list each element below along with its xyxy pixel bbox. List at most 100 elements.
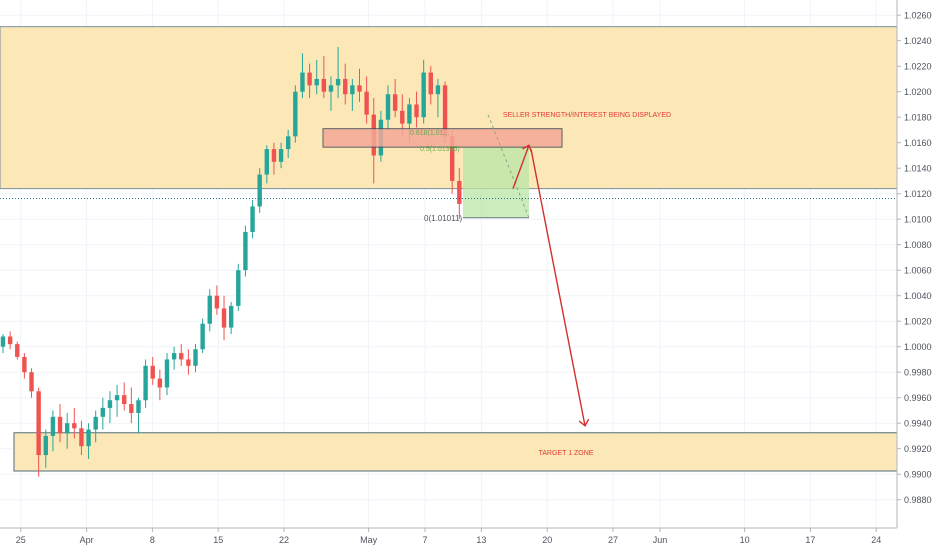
candle-body — [207, 295, 212, 324]
candle-body — [114, 395, 120, 401]
candle-body — [236, 270, 241, 306]
candle-body — [328, 85, 334, 92]
price-tick-label: 1.02400 — [904, 36, 932, 46]
seller-strength-box[interactable] — [322, 128, 563, 148]
candle-body — [221, 308, 227, 328]
candle-body — [435, 85, 441, 95]
zones-layer: TARGET 1 ZONE — [0, 26, 898, 472]
time-tick-label: 15 — [213, 535, 223, 545]
price-tick-label: 1.02200 — [904, 62, 932, 72]
fib-0618-label: 0.618(1.01... — [410, 130, 449, 137]
candle-body — [407, 104, 412, 124]
price-tick-label: 1.00800 — [904, 240, 932, 250]
price-tick-label: 1.01200 — [904, 189, 932, 199]
candle-body — [164, 359, 170, 388]
retest-arrow[interactable] — [512, 145, 529, 189]
candle-body — [0, 336, 6, 347]
candle-body — [86, 429, 91, 447]
candle-body — [214, 295, 220, 309]
seller-strength-label: SELLER STRENGTH/INTEREST BEING DISPLAYED — [503, 112, 671, 119]
candle-body — [228, 305, 234, 328]
price-tick-label: 1.01000 — [904, 215, 932, 225]
time-tick-label: 8 — [150, 535, 155, 545]
candle-body — [293, 91, 298, 137]
candle-body — [392, 94, 398, 111]
candle-body — [200, 323, 205, 350]
candle-body — [29, 372, 34, 392]
candle-body — [64, 423, 70, 434]
fib-05-label: 0.5(1.01335) — [420, 146, 460, 153]
candle-body — [107, 400, 113, 408]
time-tick-label: 17 — [805, 535, 815, 545]
price-tick-label: 1.01800 — [904, 113, 932, 123]
candle-body — [442, 85, 448, 137]
candle-body — [193, 349, 198, 366]
price-axis[interactable]: 1.02600 1.02400 1.02200 1.02000 1.01800 1.016… — [896, 0, 932, 550]
candle-body — [314, 78, 319, 86]
price-tick-label: 1.00600 — [904, 266, 932, 276]
price-tick-label: 1.00200 — [904, 317, 932, 327]
candle-body — [143, 365, 148, 401]
supply-zone[interactable] — [0, 26, 898, 190]
fib-box[interactable] — [463, 147, 529, 218]
candle-body — [136, 400, 141, 413]
price-tick-label: 1.01600 — [904, 138, 932, 148]
candle-body — [286, 136, 291, 150]
candle-body — [79, 428, 84, 447]
candle-body — [414, 104, 419, 118]
candle-body — [250, 206, 255, 232]
target-zone[interactable] — [13, 432, 898, 472]
candle-body — [186, 359, 191, 366]
price-tick-label: 1.00400 — [904, 291, 932, 301]
candle-body — [171, 353, 177, 360]
candle-body — [122, 395, 127, 405]
candle-body — [278, 149, 284, 162]
time-tick-label: 25 — [16, 535, 26, 545]
candle-body — [271, 149, 277, 162]
candle-body — [100, 407, 106, 417]
candle-body — [257, 174, 262, 207]
candle-body — [357, 85, 362, 92]
candle-body — [428, 72, 433, 95]
price-axis-bg — [897, 0, 932, 550]
candle-body — [307, 72, 312, 86]
time-tick-label: 20 — [542, 535, 552, 545]
candle-body — [264, 149, 270, 175]
candle-body — [179, 353, 184, 360]
candle-body — [57, 416, 63, 434]
fib-dashed-projection — [487, 114, 530, 219]
candle-body — [7, 336, 13, 345]
candle-body — [385, 94, 391, 120]
candle-body — [421, 72, 426, 118]
time-tick-label: Apr — [80, 535, 94, 545]
price-tick-label: 1.02000 — [904, 87, 932, 97]
time-axis[interactable]: 25 Apr 8 15 22 May 7 13 20 27 Jun 10 17 24 — [0, 527, 897, 545]
price-tick-label: 1.01400 — [904, 164, 932, 174]
candle-body — [150, 365, 155, 379]
candle-body — [93, 416, 98, 430]
candle-body — [321, 78, 327, 92]
price-tick-label: 0.98800 — [904, 495, 932, 505]
candle-body — [364, 91, 369, 115]
time-tick-label: 22 — [279, 535, 289, 545]
candle-body — [400, 110, 405, 124]
target-arrow[interactable] — [530, 148, 585, 426]
time-tick-label: 7 — [422, 535, 427, 545]
candle-body — [157, 378, 163, 388]
time-tick-label: 13 — [476, 535, 486, 545]
candle-body — [36, 391, 41, 456]
candle-body — [343, 78, 348, 95]
candle-body — [43, 435, 48, 456]
candle-body — [457, 180, 462, 204]
target-zone-label: TARGET 1 ZONE — [539, 450, 594, 457]
candle-body — [129, 404, 134, 413]
candle-body — [72, 423, 77, 429]
price-tick-label: 1.02600 — [904, 11, 932, 21]
